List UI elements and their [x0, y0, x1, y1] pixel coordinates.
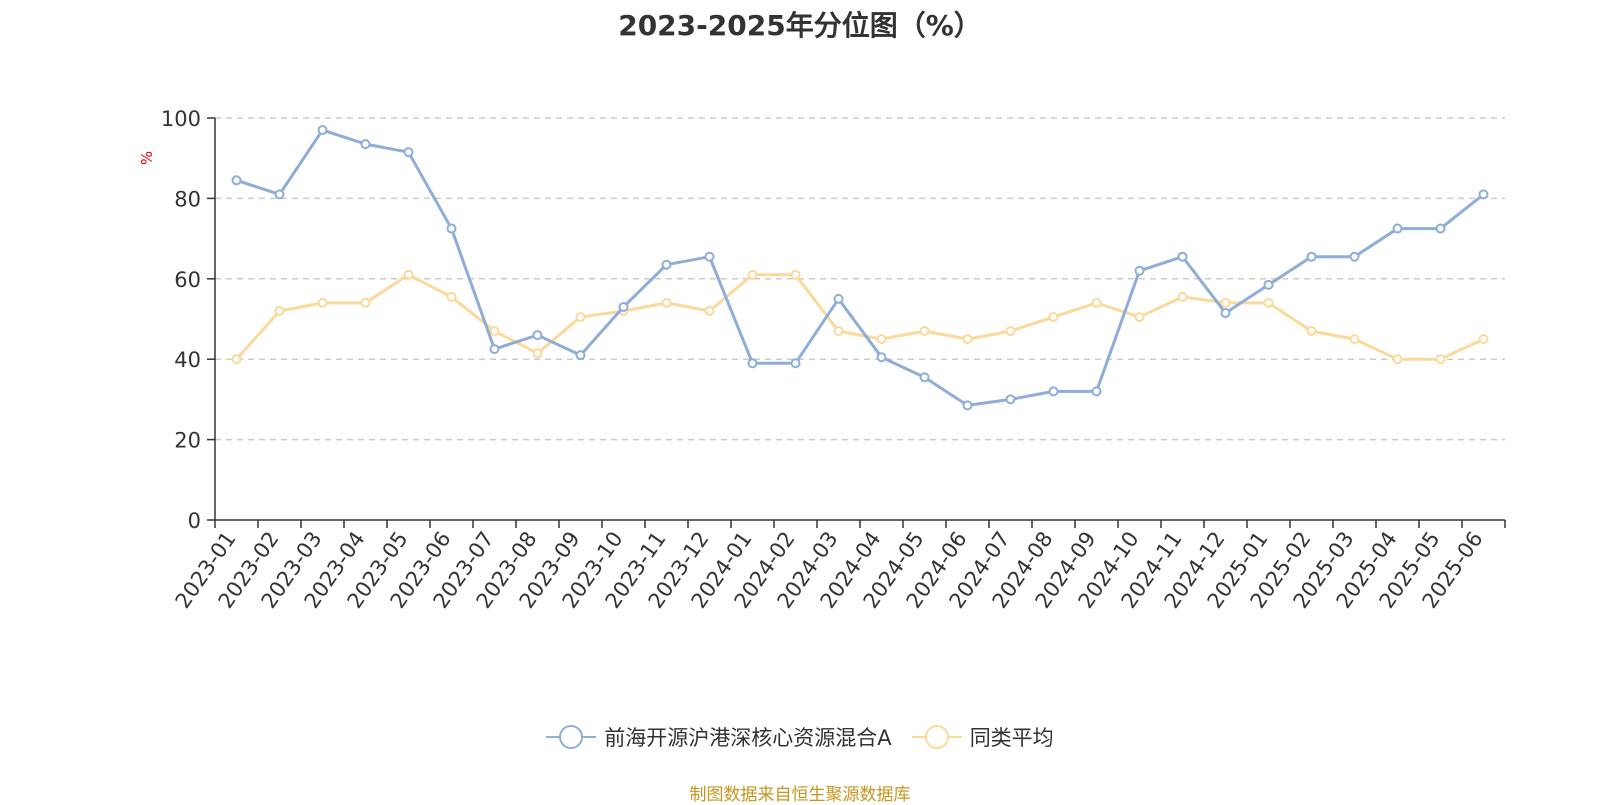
data-point	[1478, 189, 1489, 200]
data-point	[532, 330, 543, 341]
data-point	[790, 269, 801, 280]
data-point	[446, 291, 457, 302]
data-point	[274, 305, 285, 316]
grid-lines	[215, 117, 1505, 441]
data-point	[962, 400, 973, 411]
source-note: 制图数据来自恒生聚源数据库	[689, 785, 911, 805]
data-point	[532, 348, 543, 359]
data-point	[1005, 326, 1016, 337]
data-point	[360, 139, 371, 150]
legend-circle	[924, 725, 949, 749]
data-point	[1005, 394, 1016, 405]
data-point	[1134, 265, 1145, 276]
data-point	[919, 326, 930, 337]
data-point	[1091, 297, 1102, 308]
series-line	[235, 128, 1485, 407]
legend-marker-icon	[911, 724, 962, 750]
data-point	[231, 175, 242, 186]
y-tick-label: 100	[161, 107, 201, 131]
y-tick-label: 60	[174, 268, 201, 292]
data-point	[1220, 297, 1231, 308]
legend-label: 同类平均	[969, 726, 1054, 750]
data-point	[1048, 386, 1059, 397]
data-point	[833, 293, 844, 304]
y-tick-label: 0	[188, 509, 201, 533]
legend-circle	[559, 725, 584, 749]
data-point	[446, 223, 457, 234]
data-point	[1263, 279, 1274, 290]
series-1	[231, 125, 1489, 411]
data-point	[403, 147, 414, 158]
data-point	[747, 269, 758, 280]
chart-title: 2023-2025年分位图（%）	[618, 9, 982, 42]
series-line	[235, 273, 1485, 361]
data-point	[317, 297, 328, 308]
data-point	[1220, 307, 1231, 318]
data-point	[790, 358, 801, 369]
data-point	[1134, 311, 1145, 322]
legend: 前海开源沪港深核心资源混合A 同类平均	[0, 722, 1600, 752]
data-point	[747, 358, 758, 369]
data-point	[1177, 291, 1188, 302]
y-tick-label: 40	[174, 348, 201, 372]
data-point	[360, 297, 371, 308]
legend-marker-icon	[546, 724, 597, 750]
data-point	[704, 251, 715, 262]
data-point	[575, 350, 586, 361]
data-point	[962, 334, 973, 345]
data-point	[1306, 251, 1317, 262]
data-point	[1435, 354, 1446, 365]
data-point	[661, 259, 672, 270]
legend-item[interactable]: 同类平均	[911, 722, 1054, 752]
data-point	[1048, 311, 1059, 322]
data-point	[1306, 326, 1317, 337]
data-point	[876, 352, 887, 363]
y-tick-label: 80	[174, 187, 201, 211]
data-point	[1392, 354, 1403, 365]
data-point	[1349, 334, 1360, 345]
data-point	[876, 334, 887, 345]
data-point	[274, 189, 285, 200]
data-point	[317, 125, 328, 136]
series-2	[231, 269, 1489, 365]
data-point	[1091, 386, 1102, 397]
data-point	[1263, 297, 1274, 308]
data-point	[704, 305, 715, 316]
data-point	[833, 326, 844, 337]
data-point	[489, 326, 500, 337]
data-point	[403, 269, 414, 280]
data-point	[618, 301, 629, 312]
data-point	[1392, 223, 1403, 234]
data-point	[1177, 251, 1188, 262]
y-tick-label: 20	[174, 429, 201, 453]
data-point	[919, 372, 930, 383]
data-point	[661, 297, 672, 308]
data-point	[575, 311, 586, 322]
data-point	[1349, 251, 1360, 262]
data-point	[231, 354, 242, 365]
y-axis-title: %	[138, 151, 156, 165]
legend-label: 前海开源沪港深核心资源混合A	[604, 726, 892, 750]
data-point	[1435, 223, 1446, 234]
data-point	[489, 344, 500, 355]
data-point	[1478, 334, 1489, 345]
legend-item[interactable]: 前海开源沪港深核心资源混合A	[546, 722, 892, 752]
series-lines	[231, 125, 1489, 411]
